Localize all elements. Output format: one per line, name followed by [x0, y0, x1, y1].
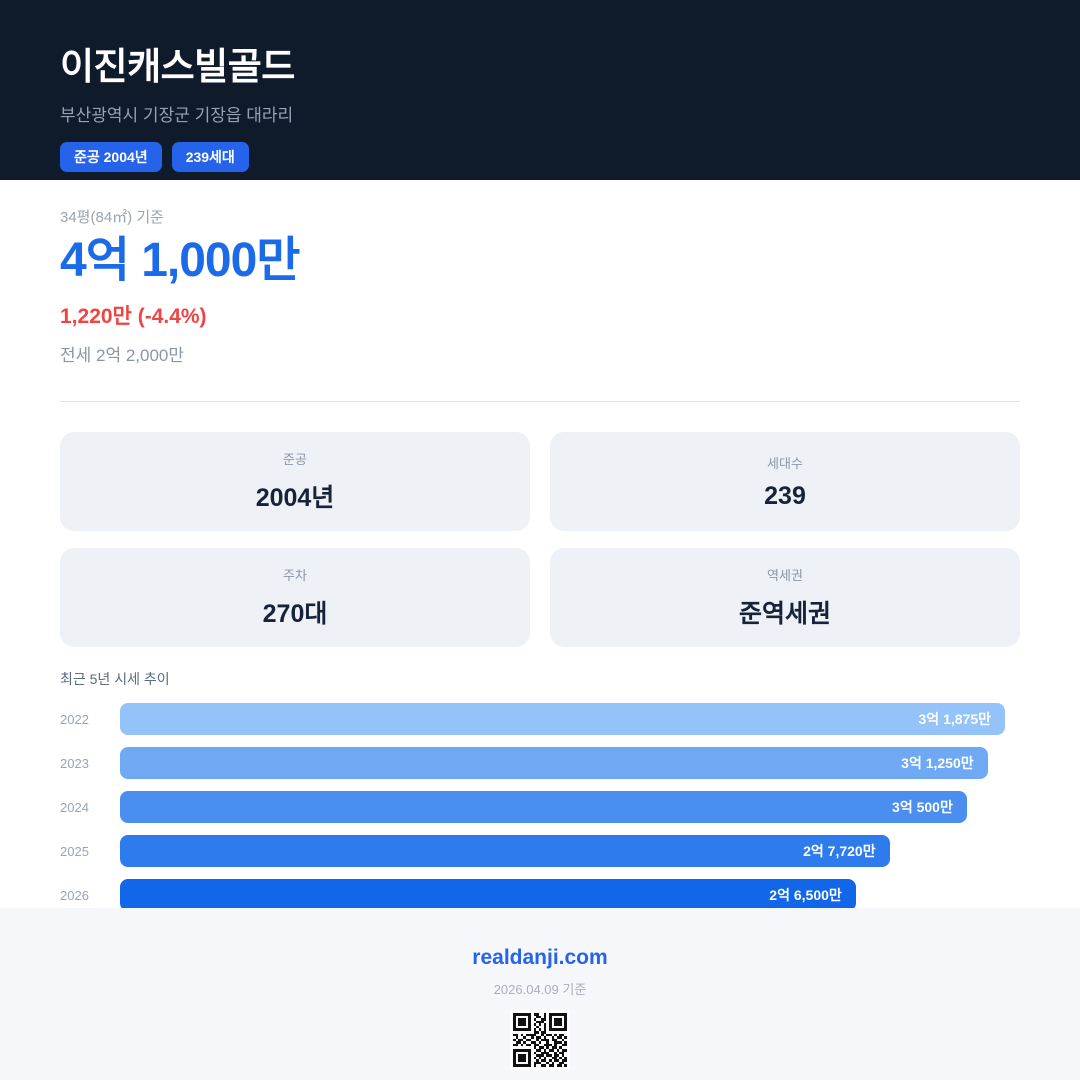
chart-year-label: 2023: [60, 755, 89, 771]
info-card-households: 세대수 239: [550, 432, 1020, 532]
chart-bar-2023: 3억 1,250만: [120, 747, 988, 780]
chart-year-label: 2024: [60, 799, 89, 815]
info-card-value: 준역세권: [738, 600, 831, 629]
info-card-value: 270대: [262, 600, 328, 629]
page-title: 이진캐스빌골드: [60, 46, 295, 87]
sale-price: 4억 1,000만: [60, 234, 300, 287]
divider: [60, 401, 1020, 403]
info-card-label: 세대수: [767, 455, 803, 471]
chart-year-label: 2026: [60, 887, 89, 903]
chart-row-2022: 2022 3억 1,875만: [60, 703, 1020, 736]
chart-title: 최근 5년 시세 추이: [60, 671, 170, 688]
info-card-value: 239: [764, 481, 806, 510]
address: 부산광역시 기장군 기장읍 대라리: [60, 106, 294, 125]
chart-track: 3억 1,875만: [120, 703, 1005, 736]
chart-track: 2억 7,720만: [120, 835, 1005, 868]
site-link[interactable]: realdanji.com: [472, 946, 608, 969]
chart-bar-2026: 2억 6,500만: [120, 879, 856, 912]
chart-row-2025: 2025 2억 7,720만: [60, 835, 1020, 868]
qr-code-icon: [510, 1010, 570, 1070]
info-card-parking: 주차 270대: [60, 548, 530, 648]
chart-row-2024: 2024 3억 500만: [60, 791, 1020, 824]
chart-track: 3억 1,250만: [120, 747, 1005, 780]
chart-track: 3억 500만: [120, 791, 1005, 824]
chart-rows: 2022 3억 1,875만 2023 3억 1,250만 2024 3억 50…: [60, 703, 1020, 912]
badge-households: 239세대: [171, 142, 249, 172]
chart-row-2026: 2026 2억 6,500만: [60, 879, 1020, 912]
info-card-label: 주차: [283, 568, 307, 584]
info-card-label: 역세권: [767, 568, 803, 584]
chart-row-2023: 2023 3억 1,250만: [60, 747, 1020, 780]
chart-bar-2022: 3억 1,875만: [120, 703, 1005, 736]
chart-track: 2억 6,500만: [120, 879, 1005, 912]
chart-bar-2025: 2억 7,720만: [120, 835, 890, 868]
price-change: 1,220만 (-4.4%): [60, 305, 207, 329]
header: 이진캐스빌골드 부산광역시 기장군 기장읍 대라리 준공 2004년 239세대: [0, 0, 1080, 180]
qr-grid: [513, 1013, 567, 1067]
reference-date: 2026.04.09 기준: [493, 982, 587, 997]
footer: realdanji.com 2026.04.09 기준: [0, 908, 1080, 1080]
info-card-built: 준공 2004년: [60, 432, 530, 532]
badge-list: 준공 2004년 239세대: [60, 142, 1020, 172]
info-card-grid: 준공 2004년 세대수 239 주차 270대 역세권 준역세권: [0, 402, 1080, 648]
chart-year-label: 2022: [60, 711, 89, 727]
price-section: 34평(84㎡) 기준 4억 1,000만 1,220만 (-4.4%) 전세 …: [0, 180, 1080, 366]
info-card-value: 2004년: [255, 484, 335, 513]
price-trend-chart: 최근 5년 시세 추이 2022 3억 1,875만 2023 3억 1,250…: [0, 647, 1080, 912]
info-card-station: 역세권 준역세권: [550, 548, 1020, 648]
jeonse-price: 전세 2억 2,000만: [60, 346, 185, 366]
badge-built-year: 준공 2004년: [60, 142, 162, 172]
price-basis: 34평(84㎡) 기준: [60, 209, 164, 226]
chart-year-label: 2025: [60, 843, 89, 859]
chart-bar-2024: 3억 500만: [120, 791, 967, 824]
info-card-label: 준공: [283, 452, 307, 468]
